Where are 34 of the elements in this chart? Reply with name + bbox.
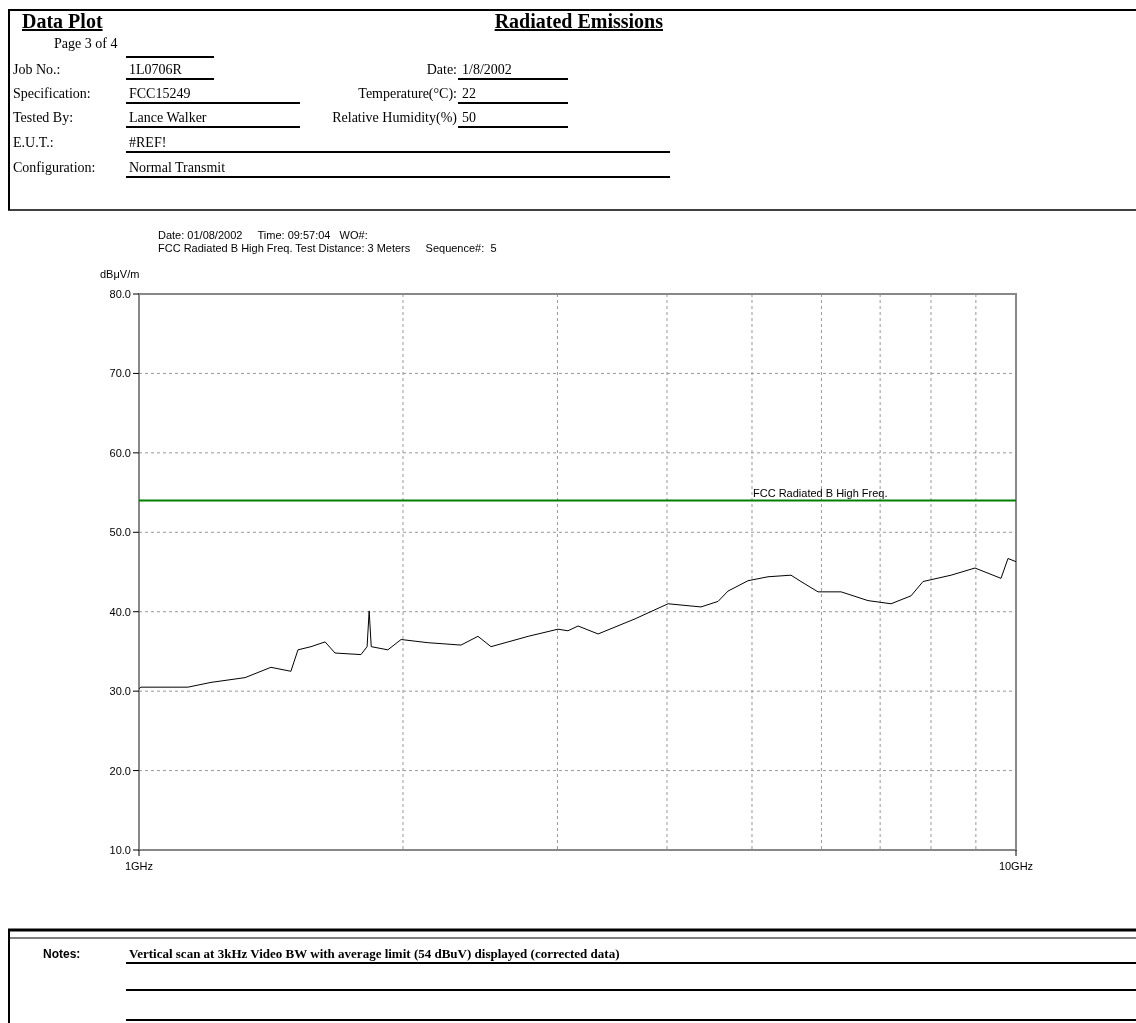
text: Lance Walker bbox=[129, 110, 207, 125]
y-tick-label: 10.0 bbox=[109, 844, 131, 856]
y-tick-label: 60.0 bbox=[109, 446, 131, 459]
text: Tested By: bbox=[13, 110, 74, 125]
text: Relative Humidity(%) bbox=[332, 110, 458, 126]
text: Data Plot bbox=[22, 10, 103, 32]
x-tick-label: 10GHz bbox=[998, 860, 1034, 872]
x-tick-label: 1GHz bbox=[124, 860, 154, 872]
text: 1L0706R bbox=[129, 62, 183, 77]
text: #REF! bbox=[129, 135, 167, 150]
text: Date: bbox=[426, 62, 457, 77]
text: Specification: bbox=[13, 86, 91, 101]
text: 1/8/2002 bbox=[462, 62, 512, 77]
y-tick-label: 80.0 bbox=[109, 288, 131, 300]
y-tick-label: 30.0 bbox=[109, 685, 131, 698]
y-axis-title: dBμV/m bbox=[100, 268, 140, 280]
text: Page 3 of 4 bbox=[54, 36, 118, 51]
text: Notes: bbox=[43, 947, 81, 961]
text: 50 bbox=[462, 110, 476, 125]
y-tick-label: 40.0 bbox=[109, 605, 131, 618]
text: Vertical scan at 3kHz Video BW with average limit (54 dBuV) displayed (corrected data) bbox=[129, 946, 620, 961]
chart-subtitle: Date: 01/08/2002 Time: 09:57:04 WO#: FCC Radiated B High Freq. Test Distance: 3 Meters Sequence#: 5 bbox=[158, 229, 497, 254]
text: 22 bbox=[462, 86, 476, 101]
y-tick-label: 50.0 bbox=[109, 526, 131, 539]
chart-title: Radiated Emissions bbox=[494, 10, 664, 32]
text: FCC15249 bbox=[129, 86, 191, 101]
y-tick-label: 70.0 bbox=[109, 367, 131, 380]
text: Job No.: bbox=[13, 62, 61, 77]
ref-line-label: FCC Radiated B High Freq. bbox=[753, 486, 888, 499]
text: Configuration: bbox=[13, 160, 96, 175]
text: Temperature(°C): bbox=[358, 86, 457, 102]
text: E.U.T.: bbox=[13, 135, 54, 150]
text: Normal Transmit bbox=[129, 160, 226, 175]
y-tick-label: 20.0 bbox=[109, 764, 131, 777]
